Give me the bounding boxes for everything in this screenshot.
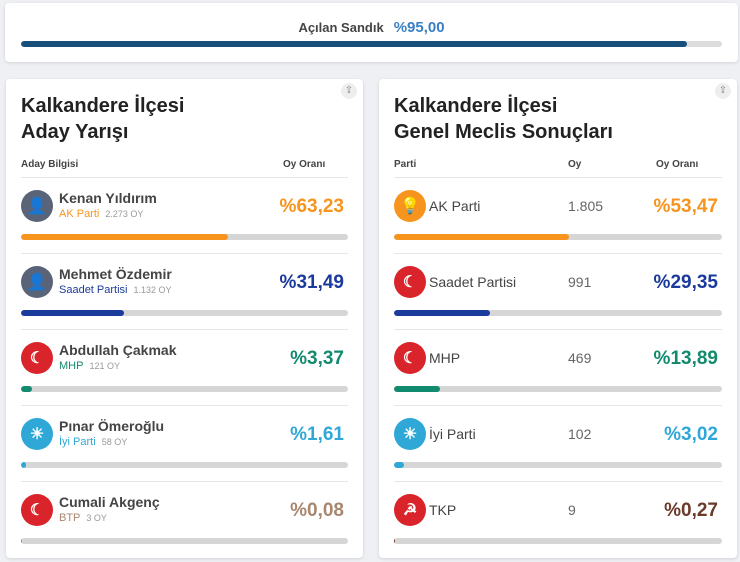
vote-percentage: %53,47 bbox=[653, 196, 718, 217]
party-name: AK Parti bbox=[429, 198, 481, 214]
col-header-votes: Oy bbox=[568, 159, 582, 170]
party-row: ☾ Saadet Partisi 991 %29,35 bbox=[394, 254, 722, 330]
vote-percentage: %1,61 bbox=[290, 424, 344, 445]
opened-ballot-progress bbox=[21, 41, 722, 47]
candidate-photo-icon: 👤 bbox=[21, 266, 53, 298]
mhp-logo-icon: ☾ bbox=[394, 342, 426, 374]
vote-percentage: %31,49 bbox=[279, 272, 344, 293]
iyi-logo-icon: ☀ bbox=[21, 418, 53, 450]
vote-percentage: %13,89 bbox=[653, 348, 718, 369]
party-name: AK Parti bbox=[59, 208, 100, 220]
party-row: 💡 AK Parti 1.805 %53,47 bbox=[394, 178, 722, 254]
col-header-candidate: Aday Bilgisi bbox=[21, 159, 79, 170]
vote-count: 1.132 OY bbox=[133, 285, 172, 295]
opened-ballot-box-card: Açılan Sandık %95,00 bbox=[5, 3, 738, 62]
candidate-row: 👤 Mehmet Özdemir Saadet Partisi 1.132 OY %3… bbox=[21, 254, 348, 330]
party-name: Saadet Partisi bbox=[429, 274, 517, 290]
candidate-name: Pınar Ömeroğlu bbox=[59, 418, 165, 434]
iyi-logo-icon: ☀ bbox=[394, 418, 426, 450]
btp-logo-icon: ☾ bbox=[21, 494, 53, 526]
mhp-logo-icon: ☾ bbox=[21, 342, 53, 374]
vote-progress-bar bbox=[21, 462, 348, 468]
vote-progress-bar bbox=[394, 234, 722, 240]
vote-progress-bar bbox=[21, 310, 348, 316]
candidate-row: ☀ Pınar Ömeroğlu İyi Parti 58 OY %1,61 bbox=[21, 406, 348, 482]
vote-progress-bar bbox=[394, 462, 722, 468]
party-row: ☀ İyi Parti 102 %3,02 bbox=[394, 406, 722, 482]
vote-percentage: %29,35 bbox=[653, 272, 718, 293]
candidate-name: Kenan Yıldırım bbox=[59, 190, 157, 206]
vote-count: 991 bbox=[568, 274, 592, 290]
council-results-card: Kalkandere İlçesi Genel Meclis Sonuçları … bbox=[379, 79, 737, 558]
vote-percentage: %3,02 bbox=[664, 424, 718, 445]
vote-progress-bar bbox=[394, 386, 722, 392]
candidate-row: ☾ Cumali Akgenç BTP 3 OY %0,08 bbox=[21, 482, 348, 558]
vote-percentage: %0,27 bbox=[664, 500, 718, 521]
vote-count: 58 OY bbox=[101, 437, 128, 447]
vote-progress-bar bbox=[21, 386, 348, 392]
vote-progress-bar bbox=[21, 538, 348, 544]
vote-count: 1.805 bbox=[568, 198, 604, 214]
candidate-name: Cumali Akgenç bbox=[59, 494, 160, 510]
col-header-rate: Oy Oranı bbox=[656, 159, 699, 170]
tkp-logo-icon: ☭ bbox=[394, 494, 426, 526]
party-name: MHP bbox=[59, 360, 84, 372]
candidate-name: Abdullah Çakmak bbox=[59, 342, 177, 358]
vote-percentage: %63,23 bbox=[279, 196, 344, 217]
akp-logo-icon: 💡 bbox=[394, 190, 426, 222]
candidate-race-card: Kalkandere İlçesi Aday Yarışı ⇪ Aday Bilg… bbox=[6, 79, 363, 558]
share-icon[interactable]: ⇪ bbox=[715, 83, 731, 99]
vote-count: 2.273 OY bbox=[105, 209, 144, 219]
opened-ballot-value: %95,00 bbox=[393, 19, 445, 36]
col-header-party: Parti bbox=[394, 159, 417, 170]
candidate-name: Mehmet Özdemir bbox=[59, 266, 172, 282]
party-name: İyi Parti bbox=[59, 436, 96, 448]
saadet-logo-icon: ☾ bbox=[394, 266, 426, 298]
col-header-rate: Oy Oranı bbox=[283, 159, 326, 170]
vote-percentage: %0,08 bbox=[290, 500, 344, 521]
vote-count: 121 OY bbox=[89, 361, 120, 371]
party-row: ☭ TKP 9 %0,27 bbox=[394, 482, 722, 558]
vote-progress-bar bbox=[21, 234, 348, 240]
vote-count: 3 OY bbox=[86, 513, 107, 523]
party-name: Saadet Partisi bbox=[59, 284, 128, 296]
share-icon[interactable]: ⇪ bbox=[341, 83, 357, 99]
party-name: TKP bbox=[429, 502, 457, 518]
party-name: BTP bbox=[59, 512, 81, 524]
vote-progress-bar bbox=[394, 538, 722, 544]
vote-count: 102 bbox=[568, 426, 592, 442]
candidate-row: 👤 Kenan Yıldırım AK Parti 2.273 OY %63,23 bbox=[21, 178, 348, 254]
candidate-photo-icon: 👤 bbox=[21, 190, 53, 222]
opened-ballot-label: Açılan Sandık bbox=[298, 20, 384, 35]
party-row: ☾ MHP 469 %13,89 bbox=[394, 330, 722, 406]
vote-percentage: %3,37 bbox=[290, 348, 344, 369]
card-title: Kalkandere İlçesi Genel Meclis Sonuçları bbox=[394, 95, 613, 143]
vote-progress-bar bbox=[394, 310, 722, 316]
party-name: MHP bbox=[429, 350, 461, 366]
vote-count: 9 bbox=[568, 502, 576, 518]
party-name: İyi Parti bbox=[429, 426, 476, 442]
card-title: Kalkandere İlçesi Aday Yarışı bbox=[21, 95, 185, 143]
vote-count: 469 bbox=[568, 350, 592, 366]
candidate-row: ☾ Abdullah Çakmak MHP 121 OY %3,37 bbox=[21, 330, 348, 406]
